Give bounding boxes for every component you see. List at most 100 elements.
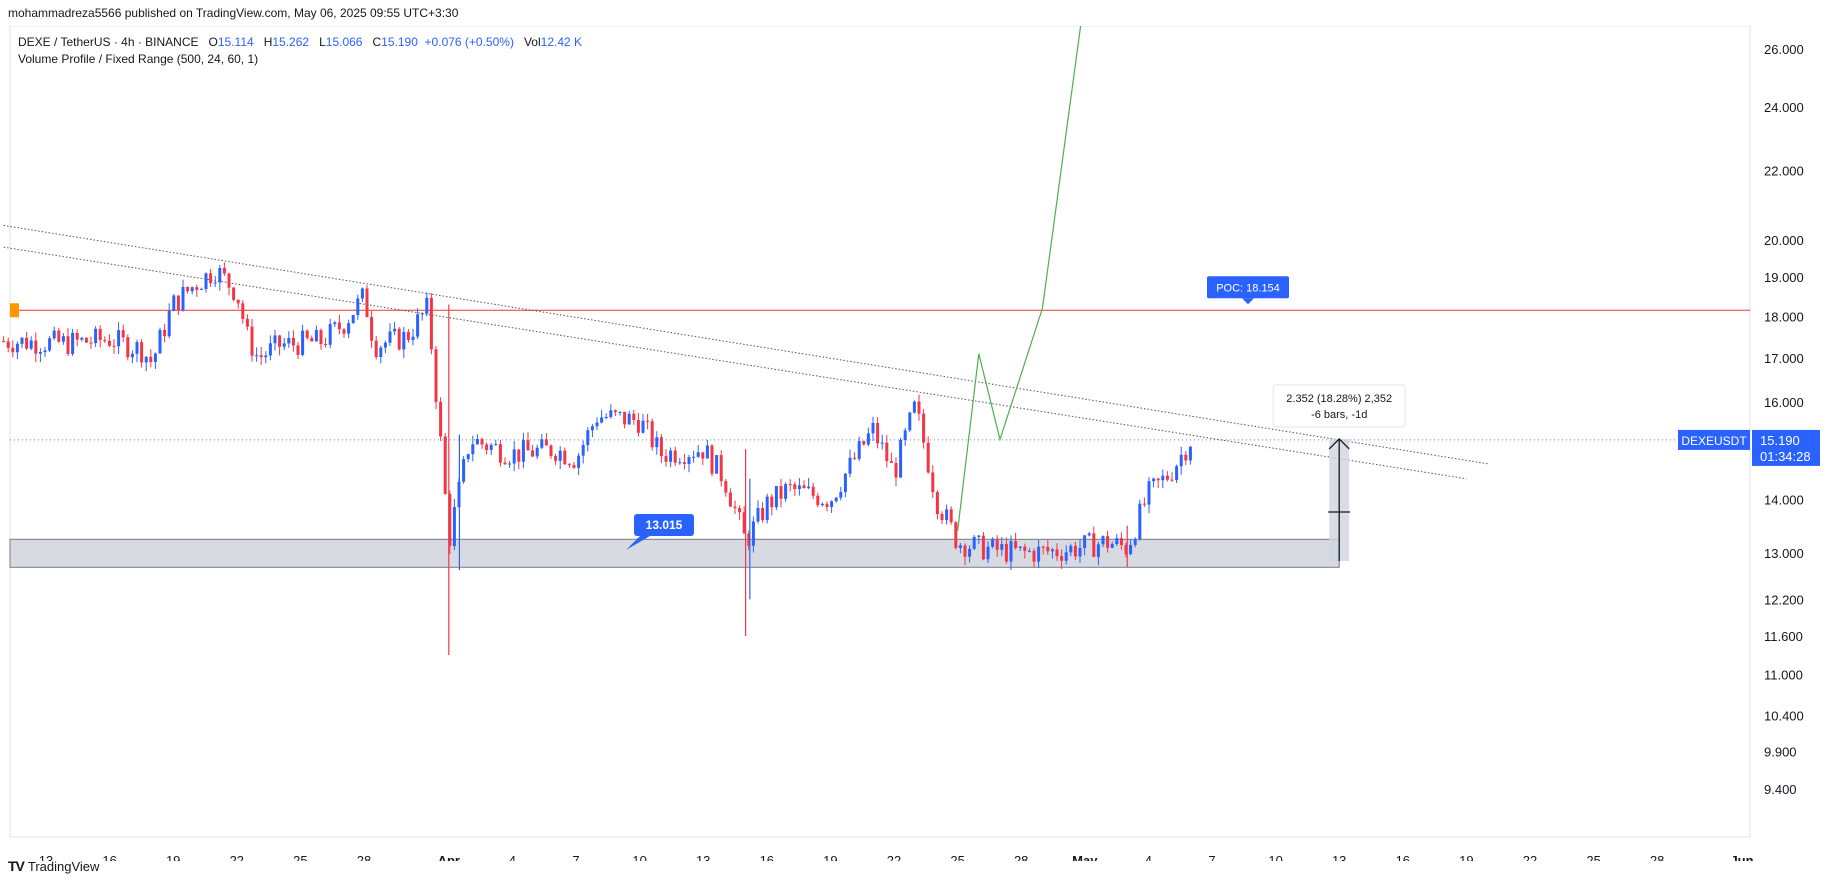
candle-body [1014, 540, 1018, 548]
candle-body [935, 492, 939, 514]
candle-body [843, 473, 847, 493]
candle-body [1106, 536, 1110, 548]
y-tick-label: 16.000 [1764, 395, 1804, 410]
candle-body [48, 338, 52, 351]
candle-body [885, 442, 889, 462]
candle-body [834, 497, 838, 502]
candle-body [199, 289, 203, 291]
candle-body [876, 423, 880, 444]
candle-body [439, 401, 443, 437]
candle-body [774, 486, 778, 508]
candle-body [1073, 545, 1077, 557]
candle-body [710, 445, 714, 474]
candle-body [416, 314, 420, 337]
candle-body [222, 267, 226, 274]
candle-body [71, 332, 75, 354]
x-tick-label: 19 [823, 853, 837, 861]
candle-body [586, 430, 590, 445]
candle-body [572, 464, 576, 468]
candle-body [848, 457, 852, 474]
candle-body [489, 444, 493, 450]
x-tick-label: 16 [102, 853, 116, 861]
candle-body [1096, 544, 1100, 557]
candle-body [117, 330, 121, 347]
candle-body [1147, 481, 1151, 505]
candle-body [34, 340, 38, 354]
candle-body [245, 318, 249, 327]
measure-info-line2: -6 bars, -1d [1311, 409, 1367, 421]
candle-body [494, 444, 498, 446]
candle-body [84, 337, 88, 343]
tradingview-logo-icon: TV [8, 858, 25, 874]
candle-body [278, 335, 282, 347]
chart-area[interactable]: 26.000 24.000 22.000 20.000 19.000 18.000 17.0… [0, 26, 1835, 861]
legend-symbol[interactable]: DEXE / TetherUS · 4h · BINANCE [18, 35, 199, 49]
candle-body [899, 439, 903, 478]
legend-volume-label: Vol [523, 35, 541, 49]
footer-brand-name: TradingView [27, 858, 100, 874]
legend-high-label: H [263, 35, 273, 49]
candle-body [958, 545, 962, 548]
candle-body [991, 538, 995, 547]
candle-body [609, 410, 613, 417]
candle-body [742, 512, 746, 534]
candle-body [917, 401, 921, 414]
candle-body [673, 450, 677, 463]
candle-body [218, 267, 222, 283]
candle-body [1004, 543, 1008, 562]
candle-body [682, 462, 686, 464]
candle-body [61, 336, 65, 342]
x-tick-label: 16 [1396, 853, 1410, 861]
candle-body [811, 486, 815, 496]
candle-body [508, 463, 512, 465]
y-tick-label: 14.000 [1764, 492, 1804, 507]
symbol-axis-tag [1678, 429, 1750, 450]
candle-body [140, 342, 144, 363]
candle-body [57, 330, 61, 342]
last-price-tag [1752, 429, 1820, 466]
legend-indicator[interactable]: Volume Profile / Fixed Range (500, 24, 6… [18, 52, 259, 66]
x-tick-label: 4 [1145, 853, 1152, 861]
x-tick-label: 25 [1586, 853, 1600, 861]
support-callout-pointer [626, 536, 650, 550]
y-tick-label: 20.000 [1764, 233, 1804, 248]
candle-body [1129, 544, 1133, 555]
candle-body [351, 315, 355, 324]
candle-body [1152, 478, 1156, 482]
x-tick-label: 13 [1332, 853, 1346, 861]
candle-body [153, 353, 157, 362]
candle-body [342, 329, 346, 334]
y-tick-label: 11.000 [1764, 668, 1803, 683]
candle-body [871, 423, 875, 434]
candle-body [420, 313, 424, 315]
candle-body [186, 286, 190, 292]
candle-body [751, 521, 755, 546]
candle-body [204, 273, 208, 290]
candle-body [480, 439, 484, 445]
candle-body [889, 461, 893, 464]
candle-body [1083, 535, 1087, 548]
candle-body [1092, 533, 1096, 557]
x-tick-label: 10 [1268, 853, 1282, 861]
candle-body [98, 328, 102, 341]
candle-body [940, 513, 944, 521]
candle-body [793, 484, 797, 490]
candle-body [613, 410, 617, 413]
candle-body [600, 417, 604, 423]
candle-body [770, 496, 774, 508]
candle-body [1184, 454, 1188, 461]
candle-body [324, 344, 328, 346]
candle-body [807, 486, 811, 489]
candle-body [733, 506, 737, 509]
footer-brand: TV TradingView [8, 858, 99, 874]
price-chart[interactable]: 26.000 24.000 22.000 20.000 19.000 18.000 17.0… [0, 26, 1835, 861]
candle-body [1110, 543, 1114, 548]
candle-body [1156, 478, 1160, 481]
candle-body [1060, 556, 1064, 561]
candle-body [738, 508, 742, 513]
candle-body [374, 340, 378, 357]
candle-body [1124, 544, 1128, 555]
candle-body [452, 507, 456, 547]
y-tick-label: 26.000 [1764, 42, 1804, 57]
candle-body [632, 413, 636, 420]
